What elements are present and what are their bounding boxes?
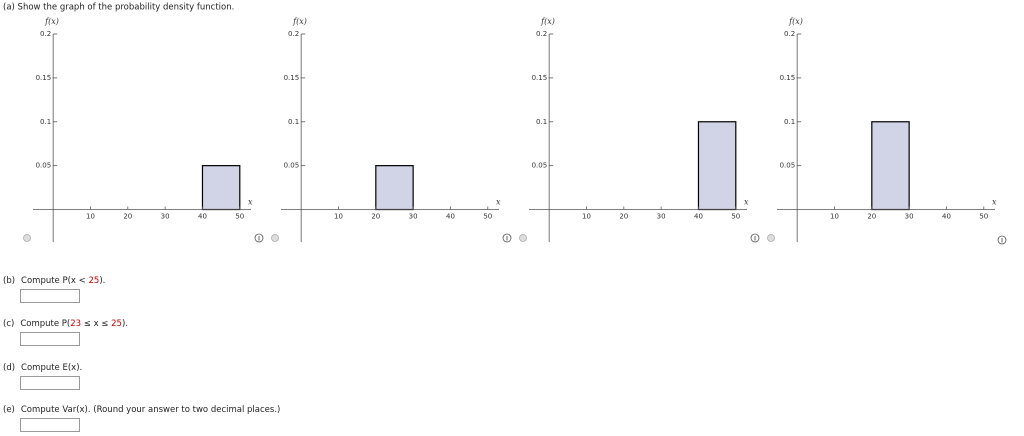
y-axis-label: f(x) bbox=[788, 17, 803, 26]
x-tick-label: 40 bbox=[942, 213, 951, 221]
answer-input[interactable] bbox=[20, 289, 80, 303]
y-tick-label: 0.2 bbox=[784, 30, 795, 38]
x-tick-label: 40 bbox=[446, 213, 455, 221]
y-tick-label: 0.1 bbox=[40, 118, 51, 126]
bar bbox=[697, 121, 737, 211]
y-tick-label: 0.15 bbox=[284, 74, 300, 82]
x-tick-label: 10 bbox=[830, 213, 839, 221]
x-tick-label: 30 bbox=[905, 213, 914, 221]
radio-button[interactable] bbox=[519, 234, 527, 242]
charts: (a) Show the graph of the probability de… bbox=[3, 3, 1007, 245]
x-tick-label: 30 bbox=[409, 213, 418, 221]
answer-input[interactable] bbox=[20, 376, 80, 390]
y-tick-label: 0.15 bbox=[780, 74, 796, 82]
x-tick-label: 30 bbox=[657, 213, 666, 221]
x-tick-label: 50 bbox=[235, 213, 244, 221]
x-axis-label: x bbox=[248, 198, 253, 207]
chart: 10 20 30 40 50 0.05 0.1 0.15 0.2 f(x) x bbox=[271, 17, 512, 243]
question-text: Compute P(x < bbox=[21, 276, 89, 286]
radio-button[interactable] bbox=[767, 234, 775, 242]
chart: 10 20 30 40 50 0.05 0.1 0.15 0.2 f(x) x bbox=[519, 17, 760, 243]
question-text: 23 bbox=[70, 319, 82, 329]
x-tick-label: 20 bbox=[371, 213, 380, 221]
question: (c) Compute P(23 ≤ x ≤ 25). bbox=[3, 319, 128, 329]
part-label: (b) bbox=[3, 276, 16, 286]
question-text: ≤ x ≤ bbox=[81, 319, 112, 329]
y-tick-label: 0.1 bbox=[784, 118, 795, 126]
question-text: ). bbox=[121, 319, 128, 329]
chart: 10 20 30 40 50 0.05 0.1 0.15 0.2 f(x) x bbox=[767, 17, 1007, 245]
y-axis-label: f(x) bbox=[292, 17, 307, 26]
y-tick-label: 0.2 bbox=[40, 30, 51, 38]
x-tick-label: 50 bbox=[483, 213, 492, 221]
y-tick-label: 0.05 bbox=[36, 162, 52, 170]
question: (e) Compute Var(x). (Round your answer to… bbox=[3, 405, 280, 415]
x-tick-label: 40 bbox=[198, 213, 207, 221]
x-tick-label: 10 bbox=[334, 213, 343, 221]
answer-input[interactable] bbox=[20, 332, 80, 346]
question-text: 25 bbox=[88, 276, 100, 286]
x-axis-label: x bbox=[496, 198, 501, 207]
y-tick-label: 0.15 bbox=[532, 74, 548, 82]
x-tick-label: 50 bbox=[979, 213, 988, 221]
y-axis-label: f(x) bbox=[44, 17, 59, 26]
bar bbox=[871, 121, 910, 211]
x-tick-label: 20 bbox=[619, 213, 628, 221]
y-tick-label: 0.1 bbox=[288, 118, 299, 126]
radio-button[interactable] bbox=[271, 234, 279, 242]
x-axis-label: x bbox=[992, 198, 997, 207]
question: (b) Compute P(x < 25). bbox=[3, 276, 105, 286]
question-text: 25 bbox=[111, 319, 122, 329]
question-text: Compute P( bbox=[20, 319, 71, 329]
part-label: (d) bbox=[3, 363, 16, 373]
y-tick-label: 0.1 bbox=[536, 118, 547, 126]
y-tick-label: 0.15 bbox=[36, 74, 52, 82]
x-tick-label: 50 bbox=[731, 213, 740, 221]
x-tick-label: 10 bbox=[582, 213, 591, 221]
part-label: (e) bbox=[3, 405, 15, 415]
y-tick-label: 0.2 bbox=[288, 30, 299, 38]
part-label: (c) bbox=[3, 319, 15, 329]
x-tick-label: 20 bbox=[123, 213, 132, 221]
question: (d) Compute E(x). bbox=[3, 363, 82, 373]
x-tick-label: 10 bbox=[86, 213, 95, 221]
part-a-text: (a) Show the graph of the probability de… bbox=[3, 3, 234, 13]
x-axis-label: x bbox=[744, 198, 749, 207]
question-text: Compute Var(x). (Round your answer to tw… bbox=[20, 405, 281, 415]
question-text: ). bbox=[99, 276, 106, 286]
radio-button[interactable] bbox=[23, 234, 31, 242]
bar bbox=[201, 165, 241, 211]
chart: 10 20 30 40 50 0.05 0.1 0.15 0.2 f(x) x bbox=[23, 17, 264, 243]
x-tick-label: 20 bbox=[867, 213, 876, 221]
y-tick-label: 0.05 bbox=[532, 162, 548, 170]
y-axis-label: f(x) bbox=[540, 17, 555, 26]
question-text: Compute E(x). bbox=[21, 363, 83, 373]
bar bbox=[375, 165, 414, 211]
y-tick-label: 0.05 bbox=[284, 162, 300, 170]
y-tick-label: 0.2 bbox=[536, 30, 547, 38]
x-tick-label: 40 bbox=[694, 213, 703, 221]
y-tick-label: 0.05 bbox=[780, 162, 796, 170]
answer-input[interactable] bbox=[20, 418, 80, 432]
x-tick-label: 30 bbox=[161, 213, 170, 221]
